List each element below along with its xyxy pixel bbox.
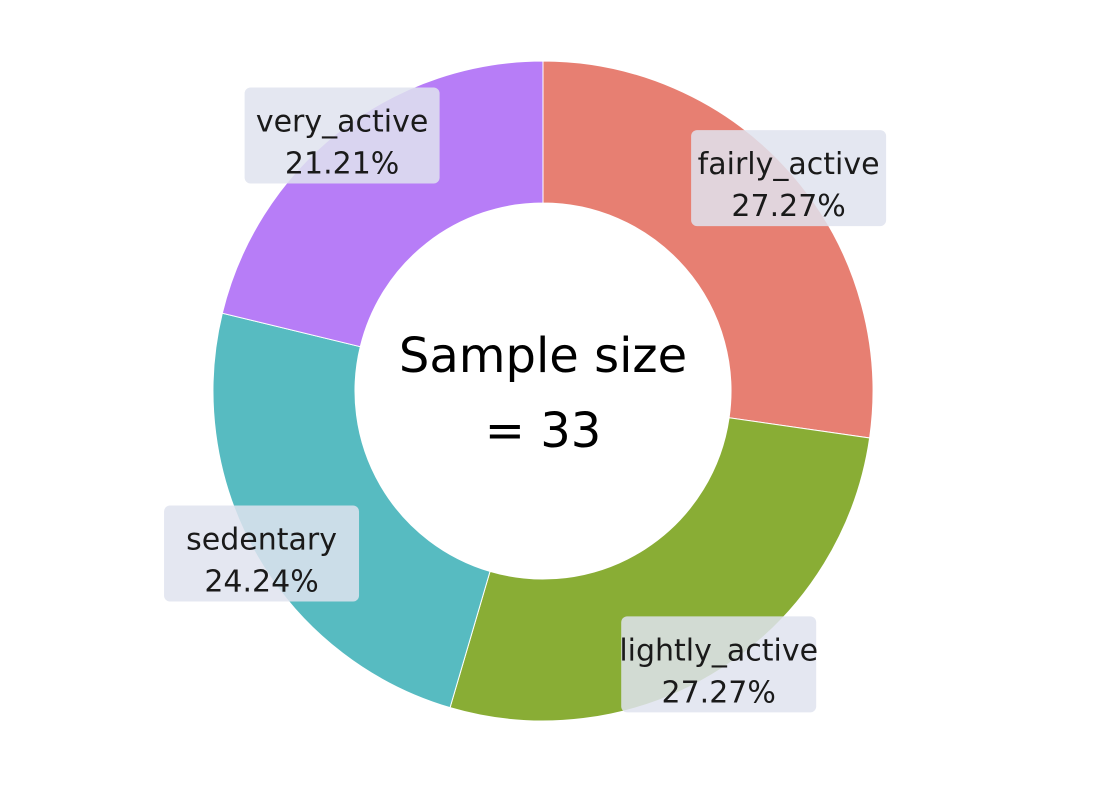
slice-percent-label: 24.24% — [204, 565, 318, 600]
slice-name-label: very_active — [256, 105, 429, 140]
slice-labels-layer: fairly_active 27.27% lightly_active 27.27% s… — [164, 87, 887, 713]
slice-name-label: fairly_active — [698, 147, 880, 182]
slice-label-box — [691, 130, 887, 227]
slice-percent-label: 21.21% — [285, 147, 399, 182]
slice-label-box — [164, 505, 360, 602]
slice-very-active — [221, 60, 544, 348]
slice-fairly-active — [542, 60, 874, 439]
slice-percent-label: 27.27% — [662, 675, 776, 710]
slice-label-very-active: very_active 21.21% — [244, 87, 440, 184]
slice-percent-label: 27.27% — [731, 189, 845, 224]
slice-label-lightly-active: lightly_active 27.27% — [619, 616, 818, 713]
slice-name-label: lightly_active — [619, 633, 818, 668]
slice-label-fairly-active: fairly_active 27.27% — [691, 130, 887, 227]
center-text-line2: = 33 — [485, 403, 602, 459]
center-text-line1: Sample size — [399, 328, 687, 384]
slice-name-label: sedentary — [186, 523, 337, 558]
slice-label-box — [244, 87, 440, 184]
slice-label-sedentary: sedentary 24.24% — [164, 505, 360, 602]
slice-lightly-active — [449, 417, 871, 722]
slice-label-box — [621, 616, 817, 713]
